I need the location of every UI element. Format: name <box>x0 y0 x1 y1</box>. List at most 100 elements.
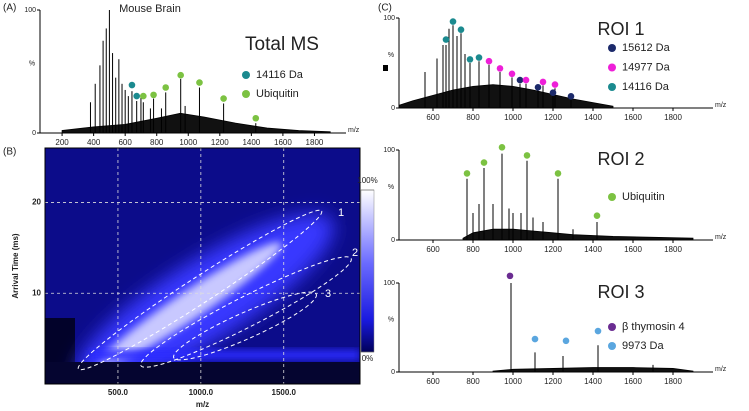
charge-marker <box>496 65 504 72</box>
profile <box>398 84 614 109</box>
charge-marker <box>128 81 136 89</box>
panel-label: (A) <box>3 3 16 14</box>
x-tick-label: 1800 <box>306 138 324 147</box>
charge-marker <box>442 36 450 43</box>
x-tick-label: 1400 <box>584 245 602 254</box>
charge-marker <box>485 57 493 65</box>
roi-outline <box>173 291 317 361</box>
x-tick-label: 1800 <box>664 113 682 122</box>
y-axis-label: Arrival Time (ms) <box>11 233 20 299</box>
legend-label: 14116 Da <box>256 69 304 81</box>
x-tick-label: 1000 <box>504 113 522 122</box>
y-tick-label: 100 <box>383 147 395 154</box>
roi-label: 1 <box>338 207 344 219</box>
x-tick-label: 1200 <box>544 113 562 122</box>
charge-marker <box>475 54 483 61</box>
chart-title: Mouse Brain <box>119 3 181 15</box>
charge-marker <box>506 272 514 280</box>
x-tick-label: 1400 <box>584 377 602 386</box>
x-tick-label: 1200 <box>544 377 562 386</box>
y-tick-label: 100 <box>383 15 395 22</box>
x-tick-label: 1800 <box>664 245 682 254</box>
y-tick-label: 20 <box>32 198 41 207</box>
intensity-core <box>98 242 282 368</box>
panel-label: (B) <box>3 147 16 158</box>
x-tick-label: 1500.0 <box>272 388 297 397</box>
x-tick-label: 1600 <box>624 245 642 254</box>
legend-marker <box>608 342 616 350</box>
x-tick-label: 800 <box>466 245 480 254</box>
x-tick-label: 1200 <box>544 245 562 254</box>
legend-label: 14977 Da <box>622 61 671 73</box>
colorbar-label: 0% <box>362 354 374 363</box>
y-tick-label: 0 <box>391 237 395 244</box>
legend-label: Ubiquitin <box>256 88 299 100</box>
y-axis-label: % <box>388 316 394 323</box>
x-tick-label: 1000.0 <box>189 388 214 397</box>
x-tick-label: 600 <box>426 245 440 254</box>
colorbar <box>360 189 375 353</box>
charge-marker <box>594 327 602 335</box>
y-axis-label: % <box>388 184 394 191</box>
heatmap-image <box>45 148 360 384</box>
profile <box>492 367 694 373</box>
charge-marker <box>140 92 147 100</box>
legend-label: 15612 Da <box>622 42 671 54</box>
charge-marker <box>562 337 570 345</box>
profile <box>61 112 331 134</box>
charge-marker <box>220 95 227 102</box>
y-axis-label: % <box>388 52 394 59</box>
roi-label: 3 <box>325 288 331 300</box>
charge-marker <box>150 91 157 99</box>
colorbar-label: 100% <box>357 176 377 185</box>
charge-marker <box>457 26 465 33</box>
x-tick-label: 800 <box>466 113 480 122</box>
x-axis-label: m/z <box>715 234 727 241</box>
legend-marker <box>608 63 616 72</box>
x-axis-label: m/z <box>715 102 727 109</box>
legend-label: β thymosin 4 <box>622 321 685 333</box>
legend-marker <box>608 193 616 201</box>
charge-marker <box>567 93 575 100</box>
y-tick-label: 100 <box>24 7 36 14</box>
x-tick-label: 500.0 <box>108 388 129 397</box>
intensity-floor <box>90 350 360 360</box>
charge-marker <box>523 152 531 159</box>
charge-marker <box>593 212 601 219</box>
x-tick-label: 1000 <box>504 377 522 386</box>
x-tick-label: 1400 <box>584 113 602 122</box>
charge-marker <box>522 76 530 84</box>
y-tick-label: 0 <box>32 130 36 137</box>
charge-marker <box>463 170 471 177</box>
x-tick-label: 600 <box>118 138 132 147</box>
marker-square <box>383 65 388 71</box>
x-tick-label: 1600 <box>624 113 642 122</box>
legend-label: Ubiquitin <box>622 191 665 203</box>
roi-outline <box>140 256 352 368</box>
charge-marker <box>498 144 506 151</box>
legend-label: 14116 Da <box>622 81 670 93</box>
profile <box>462 228 694 241</box>
x-axis-label: m/z <box>715 366 727 373</box>
charge-marker <box>133 92 140 100</box>
x-tick-label: 400 <box>87 138 101 147</box>
charge-marker <box>177 71 184 79</box>
roi-label: 2 <box>352 247 358 259</box>
x-tick-label: 600 <box>426 377 440 386</box>
charge-marker <box>549 89 557 96</box>
x-axis-label: m/z <box>196 400 209 409</box>
legend-marker <box>608 323 616 331</box>
legend-marker <box>608 44 616 52</box>
chart-subtitle: Total MS <box>245 34 319 55</box>
chart-title: ROI 3 <box>597 282 644 302</box>
intensity-floor-dark <box>45 362 360 384</box>
charge-marker <box>554 170 562 177</box>
legend-marker <box>242 90 250 98</box>
roi-outline <box>77 209 323 371</box>
panel-label: (C) <box>378 3 392 14</box>
charge-marker <box>466 56 474 63</box>
chart-title: ROI 1 <box>597 19 644 39</box>
x-tick-label: 1600 <box>624 377 642 386</box>
charge-marker <box>480 159 488 166</box>
